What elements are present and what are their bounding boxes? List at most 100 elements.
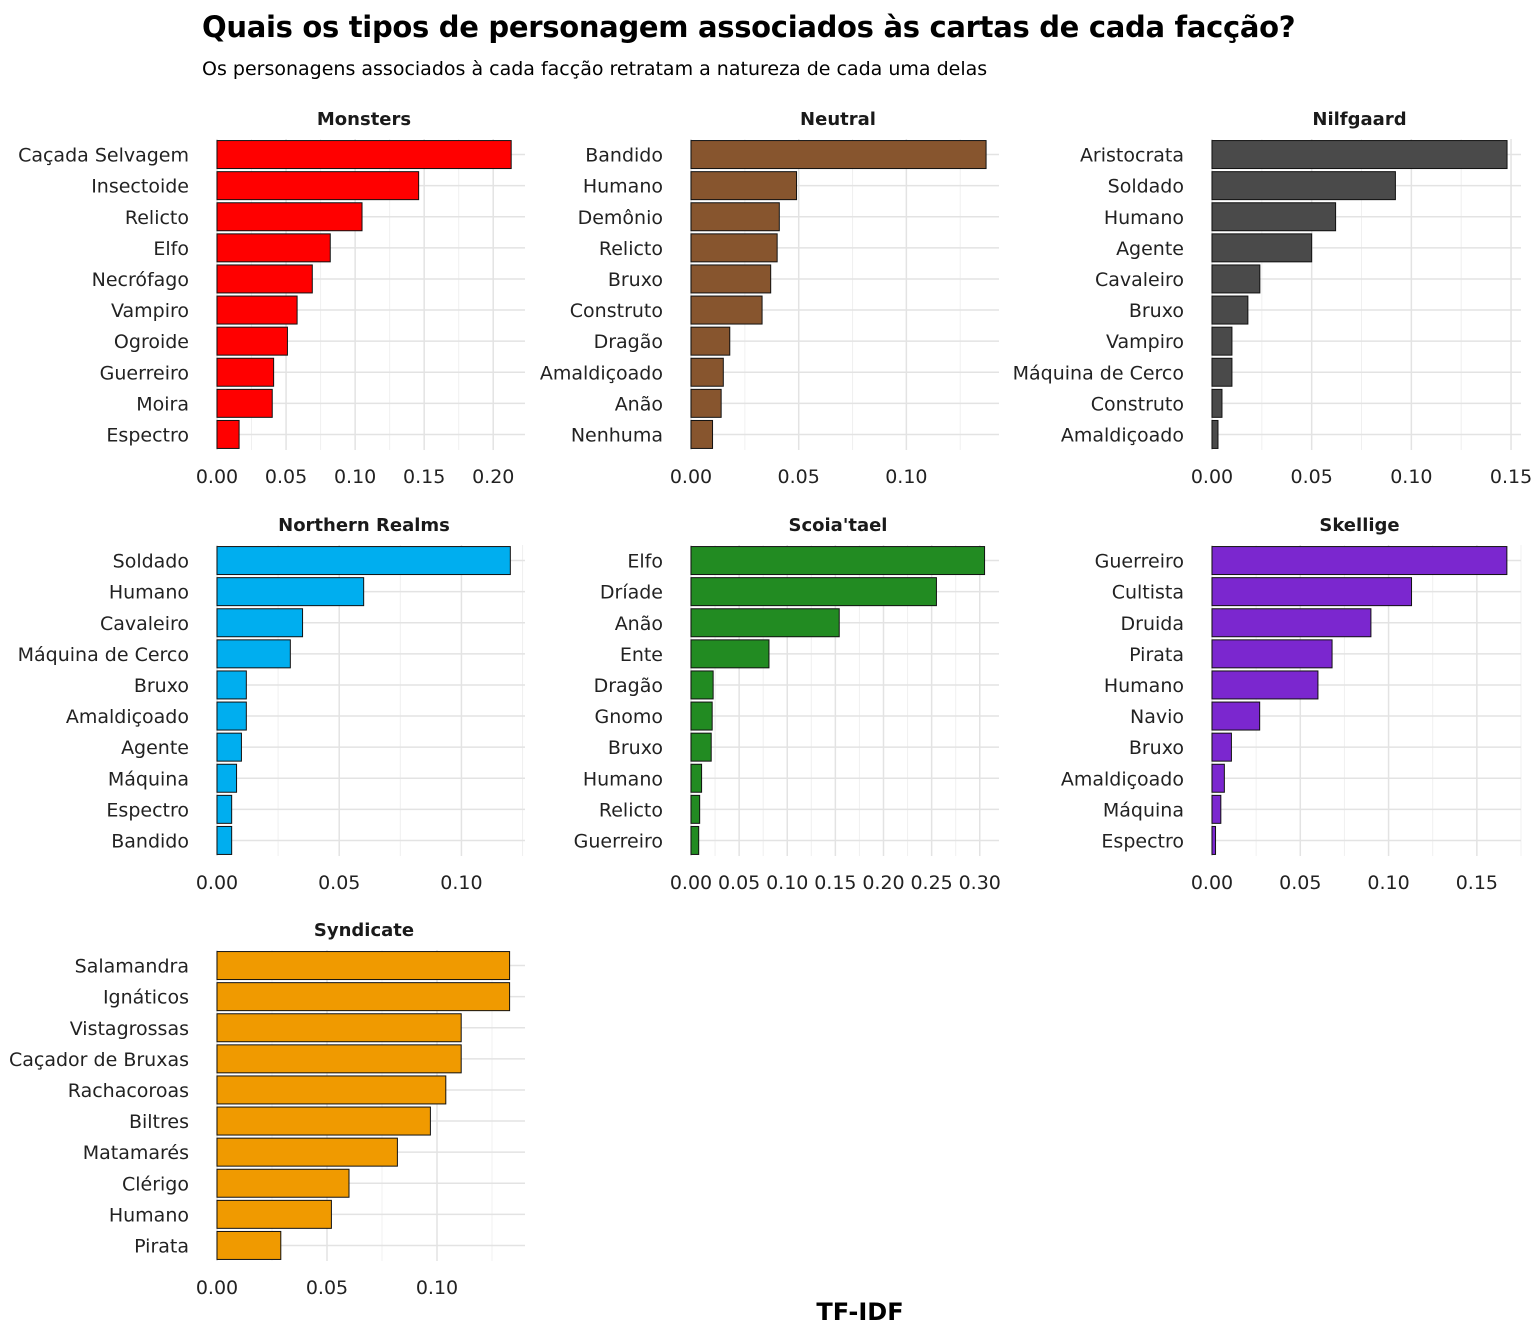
bar bbox=[1211, 295, 1249, 325]
category-label: Vistagrossas bbox=[70, 1018, 189, 1040]
x-tick-label: 0.00 bbox=[196, 1277, 238, 1299]
x-tick-label: 0.15 bbox=[403, 466, 445, 488]
bar bbox=[216, 419, 240, 449]
x-tick-label: 0.00 bbox=[670, 466, 712, 488]
x-tick-label: 0.10 bbox=[334, 466, 376, 488]
bar bbox=[1211, 763, 1225, 793]
facet-title: Neutral bbox=[800, 109, 876, 130]
category-label: Amaldiçoado bbox=[1061, 424, 1184, 446]
bar bbox=[216, 388, 273, 418]
bar bbox=[216, 1106, 431, 1136]
category-label: Bruxo bbox=[1129, 737, 1184, 759]
category-label: Soldado bbox=[1108, 176, 1184, 198]
facet-panel: Skellige Guerreiro Cultista Druida Pirata Hum… bbox=[1061, 515, 1522, 894]
category-label: Moira bbox=[136, 393, 189, 415]
category-label: Rachacoroas bbox=[68, 1080, 189, 1102]
x-tick-label: 0.20 bbox=[862, 872, 904, 894]
category-label: Matamarés bbox=[83, 1142, 189, 1164]
facet-title: Northern Realms bbox=[278, 515, 450, 536]
bar bbox=[216, 171, 420, 201]
category-label: Guerreiro bbox=[574, 830, 663, 852]
bar bbox=[690, 388, 722, 418]
bar bbox=[216, 233, 331, 263]
bar bbox=[216, 982, 511, 1012]
category-label: Clérigo bbox=[122, 1173, 189, 1195]
bar bbox=[1211, 732, 1232, 762]
bar bbox=[1211, 264, 1261, 294]
bar bbox=[216, 1230, 282, 1260]
x-tick-label: 0.00 bbox=[670, 872, 712, 894]
category-label: Bruxo bbox=[608, 269, 663, 291]
x-tick-label: 0.10 bbox=[1367, 872, 1409, 894]
category-label: Biltres bbox=[129, 1111, 189, 1133]
bar bbox=[690, 608, 840, 638]
bar bbox=[216, 608, 304, 638]
category-label: Máquina bbox=[108, 768, 189, 790]
category-label: Bruxo bbox=[1129, 300, 1184, 322]
bar bbox=[1211, 388, 1223, 418]
bar bbox=[216, 577, 365, 607]
category-label: Elfo bbox=[627, 551, 663, 573]
bar bbox=[690, 701, 713, 731]
facet-panel: Neutral Bandido Humano Demônio Relicto Bruxo C… bbox=[540, 109, 999, 488]
bar bbox=[1211, 546, 1508, 576]
category-label: Nenhuma bbox=[571, 424, 663, 446]
category-label: Relicto bbox=[599, 799, 663, 821]
category-label: Humano bbox=[109, 582, 189, 604]
category-label: Insectoide bbox=[91, 176, 189, 198]
x-tick-label: 0.05 bbox=[318, 872, 360, 894]
category-label: Humano bbox=[583, 176, 663, 198]
category-label: Máquina de Cerco bbox=[18, 644, 189, 666]
category-label: Máquina de Cerco bbox=[1013, 362, 1184, 384]
chart-title: Quais os tipos de personagem associados … bbox=[202, 10, 1296, 44]
bar bbox=[216, 951, 511, 981]
category-label: Ente bbox=[620, 644, 663, 666]
x-tick-label: 0.05 bbox=[778, 466, 820, 488]
category-label: Pirata bbox=[134, 1235, 189, 1257]
facet-title: Scoia'tael bbox=[789, 515, 888, 536]
category-label: Vampiro bbox=[1106, 331, 1184, 353]
x-tick-label: 0.15 bbox=[1490, 466, 1532, 488]
category-label: Anão bbox=[615, 393, 663, 415]
bar bbox=[690, 670, 714, 700]
category-label: Construto bbox=[1091, 393, 1184, 415]
bar bbox=[1211, 794, 1222, 824]
bar bbox=[1211, 577, 1413, 607]
category-label: Humano bbox=[1104, 207, 1184, 229]
facet-panel: Nilfgaard Aristocrata Soldado Humano Agente C… bbox=[1013, 109, 1533, 488]
bar bbox=[216, 825, 233, 855]
bar bbox=[690, 546, 986, 576]
x-tick-label: 0.30 bbox=[959, 872, 1001, 894]
category-label: Espectro bbox=[106, 424, 189, 446]
bar bbox=[690, 326, 731, 356]
x-tick-label: 0.05 bbox=[1291, 466, 1333, 488]
chart-subtitle: Os personagens associados à cada facção … bbox=[202, 58, 988, 80]
x-tick-label: 0.10 bbox=[1390, 466, 1432, 488]
bar bbox=[690, 233, 778, 263]
x-tick-label: 0.10 bbox=[440, 872, 482, 894]
category-label: Construto bbox=[570, 300, 663, 322]
bar bbox=[690, 295, 763, 325]
bar bbox=[216, 1199, 332, 1229]
category-label: Caçador de Bruxas bbox=[9, 1049, 189, 1071]
bar bbox=[216, 326, 288, 356]
x-tick-label: 0.25 bbox=[910, 872, 952, 894]
facet-panel: Syndicate Salamandra Ignáticos Vistagrossas… bbox=[9, 920, 525, 1299]
bar bbox=[216, 732, 242, 762]
category-label: Relicto bbox=[125, 207, 189, 229]
bar bbox=[690, 140, 987, 170]
category-label: Bruxo bbox=[134, 675, 189, 697]
x-tick-label: 0.05 bbox=[718, 872, 760, 894]
category-label: Espectro bbox=[106, 799, 189, 821]
bar bbox=[690, 357, 724, 387]
bar bbox=[216, 701, 247, 731]
category-label: Salamandra bbox=[75, 956, 189, 978]
category-label: Agente bbox=[1116, 238, 1184, 260]
bar bbox=[1211, 326, 1233, 356]
bar bbox=[690, 577, 937, 607]
category-label: Dríade bbox=[600, 582, 663, 604]
category-label: Necrófago bbox=[92, 269, 189, 291]
x-tick-label: 0.05 bbox=[1279, 872, 1321, 894]
x-tick-label: 0.10 bbox=[885, 466, 927, 488]
bar bbox=[216, 1013, 462, 1043]
